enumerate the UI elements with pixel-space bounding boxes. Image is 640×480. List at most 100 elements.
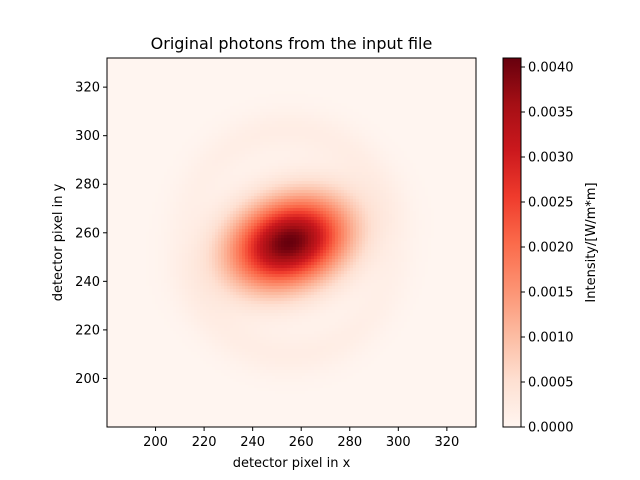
- heatmap-cell: [386, 85, 390, 89]
- heatmap-cell: [398, 61, 402, 65]
- heatmap-cell: [242, 79, 246, 83]
- heatmap-cell: [242, 103, 246, 107]
- heatmap-cell: [197, 82, 201, 86]
- heatmap-cell: [422, 94, 426, 98]
- heatmap-cell: [308, 103, 312, 107]
- heatmap-cell: [215, 61, 219, 65]
- heatmap-cell: [392, 76, 396, 80]
- heatmap-cell: [404, 73, 408, 77]
- heatmap-cell: [362, 61, 366, 65]
- heatmap-cell: [125, 94, 129, 98]
- heatmap-cell: [329, 64, 333, 68]
- heatmap-cell: [263, 82, 267, 86]
- heatmap-cell: [290, 64, 294, 68]
- heatmap-cell: [122, 79, 126, 83]
- heatmap-cell: [416, 64, 420, 68]
- heatmap-cell: [317, 103, 321, 107]
- heatmap-cell: [128, 82, 132, 86]
- heatmap-cell: [431, 100, 435, 104]
- heatmap-cell: [356, 97, 360, 101]
- heatmap-cell: [374, 94, 378, 98]
- heatmap-cell: [203, 82, 207, 86]
- heatmap-cell: [239, 94, 243, 98]
- heatmap-cell: [404, 94, 408, 98]
- heatmap-cell: [317, 58, 321, 62]
- heatmap-cell: [323, 97, 327, 101]
- heatmap-cell: [344, 79, 348, 83]
- heatmap-cell: [443, 73, 447, 77]
- heatmap-cell: [398, 70, 402, 74]
- heatmap-cell: [191, 103, 195, 107]
- heatmap-cell: [287, 73, 291, 77]
- heatmap-cell: [209, 58, 213, 62]
- heatmap-cell: [290, 94, 294, 98]
- heatmap-cell: [299, 76, 303, 80]
- heatmap-cell: [215, 100, 219, 104]
- heatmap-cell: [428, 61, 432, 65]
- heatmap-cell: [203, 100, 207, 104]
- heatmap-cell: [149, 97, 153, 101]
- heatmap-cell: [191, 100, 195, 104]
- heatmap-cell: [152, 100, 156, 104]
- heatmap-cell: [413, 88, 417, 92]
- heatmap-cell: [440, 97, 444, 101]
- heatmap-cell: [236, 91, 240, 95]
- heatmap-cell: [452, 79, 456, 83]
- heatmap-cell: [161, 94, 165, 98]
- heatmap-cell: [350, 58, 354, 62]
- heatmap-cell: [344, 61, 348, 65]
- heatmap-cell: [245, 97, 249, 101]
- heatmap-cell: [140, 97, 144, 101]
- heatmap-cell: [356, 67, 360, 71]
- heatmap-cell: [296, 100, 300, 104]
- heatmap-cell: [296, 97, 300, 101]
- heatmap-cell: [191, 70, 195, 74]
- heatmap-cell: [140, 94, 144, 98]
- heatmap-cell: [362, 100, 366, 104]
- heatmap-cell: [236, 97, 240, 101]
- heatmap-cell: [134, 94, 138, 98]
- heatmap-cell: [242, 82, 246, 86]
- heatmap-cell: [440, 70, 444, 74]
- heatmap-cell: [443, 94, 447, 98]
- heatmap-cell: [416, 94, 420, 98]
- heatmap-cell: [332, 79, 336, 83]
- heatmap-cell: [119, 79, 123, 83]
- heatmap-cell: [371, 103, 375, 107]
- heatmap-cell: [212, 76, 216, 80]
- heatmap-cell: [389, 70, 393, 74]
- heatmap-cell: [359, 100, 363, 104]
- heatmap-cell: [263, 64, 267, 68]
- heatmap-cell: [344, 91, 348, 95]
- heatmap-cell: [386, 70, 390, 74]
- heatmap-cell: [257, 100, 261, 104]
- heatmap-cell: [374, 88, 378, 92]
- heatmap-cell: [125, 64, 129, 68]
- heatmap-cell: [290, 61, 294, 65]
- heatmap-cell: [395, 82, 399, 86]
- heatmap-cell: [347, 85, 351, 89]
- heatmap-cell: [188, 82, 192, 86]
- heatmap-cell: [272, 64, 276, 68]
- heatmap-cell: [407, 70, 411, 74]
- heatmap-cell: [128, 103, 132, 107]
- heatmap-cell: [311, 76, 315, 80]
- heatmap-cell: [470, 97, 474, 101]
- heatmap-cell: [443, 85, 447, 89]
- heatmap-cell: [284, 85, 288, 89]
- heatmap-cell: [224, 88, 228, 92]
- heatmap-cell: [467, 79, 471, 83]
- heatmap-cell: [263, 88, 267, 92]
- heatmap-cell: [161, 79, 165, 83]
- heatmap-cell: [170, 67, 174, 71]
- heatmap-cell: [239, 73, 243, 77]
- heatmap-cell: [410, 103, 414, 107]
- heatmap-cell: [227, 94, 231, 98]
- heatmap-cell: [344, 64, 348, 68]
- heatmap-cell: [407, 85, 411, 89]
- heatmap-cell: [251, 85, 255, 89]
- heatmap-cell: [248, 58, 252, 62]
- heatmap-cell: [320, 79, 324, 83]
- heatmap-cell: [122, 82, 126, 86]
- heatmap-cell: [308, 76, 312, 80]
